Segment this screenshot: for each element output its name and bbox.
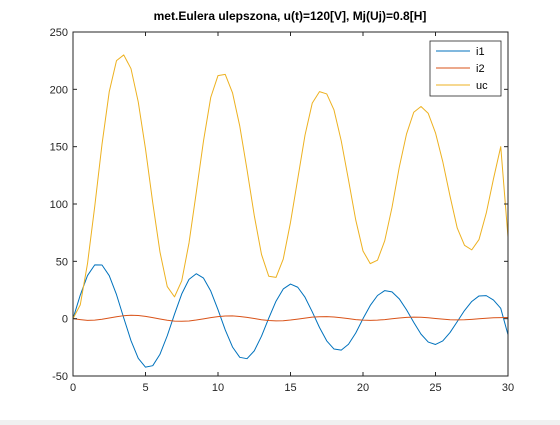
- y-tick-label: -50: [52, 371, 68, 383]
- y-tick-label: 250: [50, 27, 68, 39]
- legend: i1 i2 uc: [429, 40, 502, 97]
- x-tick-label: 5: [142, 382, 148, 394]
- legend-label-i2: i2: [476, 63, 485, 75]
- legend-label-uc: uc: [476, 80, 488, 92]
- y-tick-label: 50: [56, 256, 68, 268]
- series-line-uc: [72, 54, 509, 319]
- y-axis: -50 0 50 100 150 200 250: [50, 27, 508, 383]
- x-tick-label: 15: [284, 382, 296, 394]
- x-tick-label: 0: [70, 382, 76, 394]
- x-tick-label: 20: [357, 382, 369, 394]
- series-line-i1: [72, 264, 509, 368]
- y-tick-label: 0: [62, 314, 68, 326]
- x-tick-label: 25: [429, 382, 441, 394]
- x-axis: 0 5 10 15 20 25 30: [70, 32, 514, 394]
- x-tick-label: 10: [212, 382, 224, 394]
- y-tick-label: 150: [50, 142, 68, 154]
- x-tick-label: 30: [502, 382, 514, 394]
- legend-label-i1: i1: [476, 46, 485, 58]
- chart-title: met.Eulera ulepszona, u(t)=120[V], Mj(Uj…: [154, 9, 427, 23]
- y-tick-label: 200: [50, 84, 68, 96]
- y-tick-label: 100: [50, 199, 68, 211]
- series-layer: [72, 54, 509, 368]
- series-line-i2: [72, 314, 509, 322]
